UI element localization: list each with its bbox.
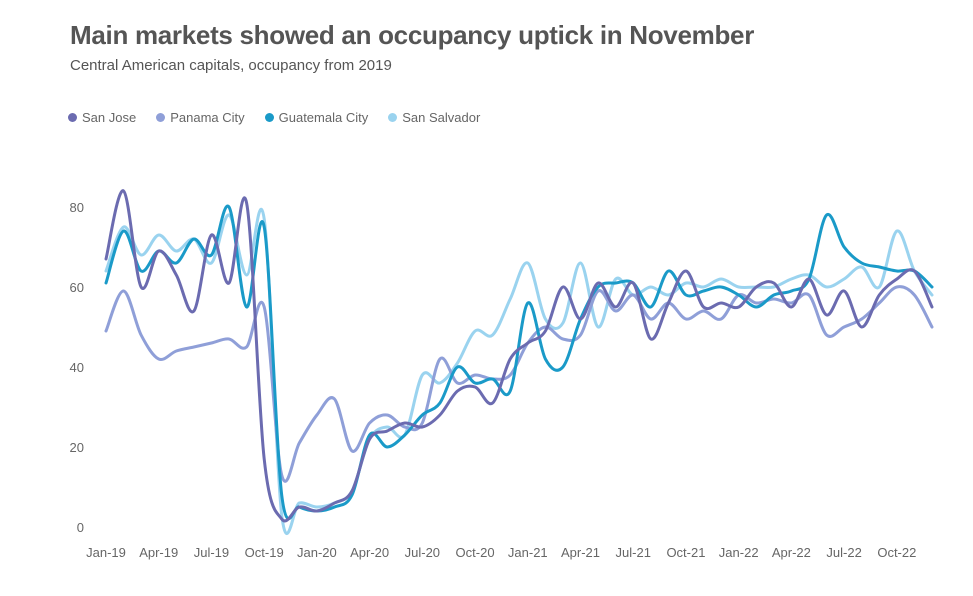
x-tick-label: Apr-20 xyxy=(350,545,389,560)
x-tick-label: Jul-21 xyxy=(616,545,651,560)
y-tick-label: 20 xyxy=(70,440,84,455)
legend-dot xyxy=(388,113,398,122)
y-tick-label: 60 xyxy=(70,280,84,295)
x-tick-label: Oct-19 xyxy=(245,545,284,560)
x-tick-label: Apr-19 xyxy=(139,545,178,560)
series-lines xyxy=(104,189,934,535)
legend-label: Guatemala City xyxy=(278,110,369,125)
series-line-panama-city xyxy=(104,285,934,483)
x-tick-label: Jan-19 xyxy=(86,545,126,560)
chart-title: Main markets showed an occupancy uptick … xyxy=(70,20,755,50)
legend-label: San Salvador xyxy=(402,110,481,125)
y-tick-label: 40 xyxy=(70,360,84,375)
x-tick-label: Oct-20 xyxy=(456,545,495,560)
x-axis: Jan-19 Apr-19 Jul-19 Oct-19 Jan-20 Apr-20 Jul-… xyxy=(86,545,916,560)
series-line-guatemala-city xyxy=(104,204,934,521)
x-tick-label: Apr-22 xyxy=(772,545,811,560)
legend-item-1: Panama City xyxy=(156,110,245,125)
series-line-san-jose xyxy=(104,189,934,523)
chart-subtitle: Central American capitals, occupancy fro… xyxy=(70,57,392,74)
y-axis: 0 20 40 60 80 xyxy=(70,200,84,535)
legend-dot xyxy=(68,113,77,122)
x-tick-label: Jan-21 xyxy=(508,545,548,560)
x-tick-label: Jan-22 xyxy=(719,545,759,560)
legend-label: Panama City xyxy=(170,110,245,125)
x-tick-label: Jul-19 xyxy=(194,545,229,560)
legend-dot xyxy=(264,113,274,122)
y-tick-label: 80 xyxy=(70,200,84,215)
x-tick-label: Jul-22 xyxy=(826,545,861,560)
series-line-san-salvador xyxy=(104,207,934,535)
x-tick-label: Oct-22 xyxy=(877,545,916,560)
chart-legend: San Jose Panama City Guatemala City San Sal… xyxy=(68,110,480,125)
legend-item-2: Guatemala City xyxy=(264,110,369,125)
x-tick-label: Jul-20 xyxy=(405,545,440,560)
x-tick-label: Apr-21 xyxy=(561,545,600,560)
y-tick-label: 0 xyxy=(77,520,84,535)
legend-item-3: San Salvador xyxy=(388,110,480,125)
x-tick-label: Jan-20 xyxy=(297,545,337,560)
legend-item-0: San Jose xyxy=(68,110,136,125)
legend-dot xyxy=(156,113,166,122)
x-tick-label: Oct-21 xyxy=(666,545,705,560)
legend-label: San Jose xyxy=(82,110,137,125)
